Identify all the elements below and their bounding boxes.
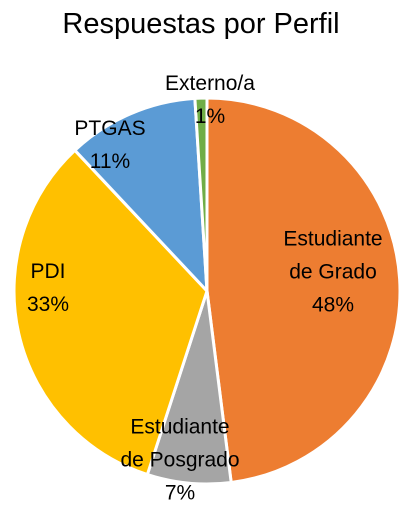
slice-label: PDI 33% [8,255,88,321]
value-label: 33% [26,293,70,316]
pie-slice [193,96,209,293]
slice-label: Estudiante de Grado 48% [271,223,395,322]
pie-slice [205,96,402,484]
value-label: 7% [164,481,196,505]
slice-label: Estudiante de Posgrado 7% [118,411,242,506]
category-label: PTGAS [74,117,146,140]
category-label: Externo/a [165,72,255,95]
chart-title: Respuestas por Perfil [62,8,340,40]
pie-slice [12,148,209,477]
category-label: Estudiante de Posgrado [120,415,240,472]
slice-label: Externo/a 1% [155,67,265,133]
pie-slice [73,96,209,293]
value-label: 48% [311,293,355,317]
category-label: PDI [30,260,66,283]
value-label: 11% [89,150,131,173]
value-label: 1% [194,105,226,128]
slice-label: PTGAS 11% [65,112,155,178]
category-label: Estudiante de Grado [283,227,383,284]
